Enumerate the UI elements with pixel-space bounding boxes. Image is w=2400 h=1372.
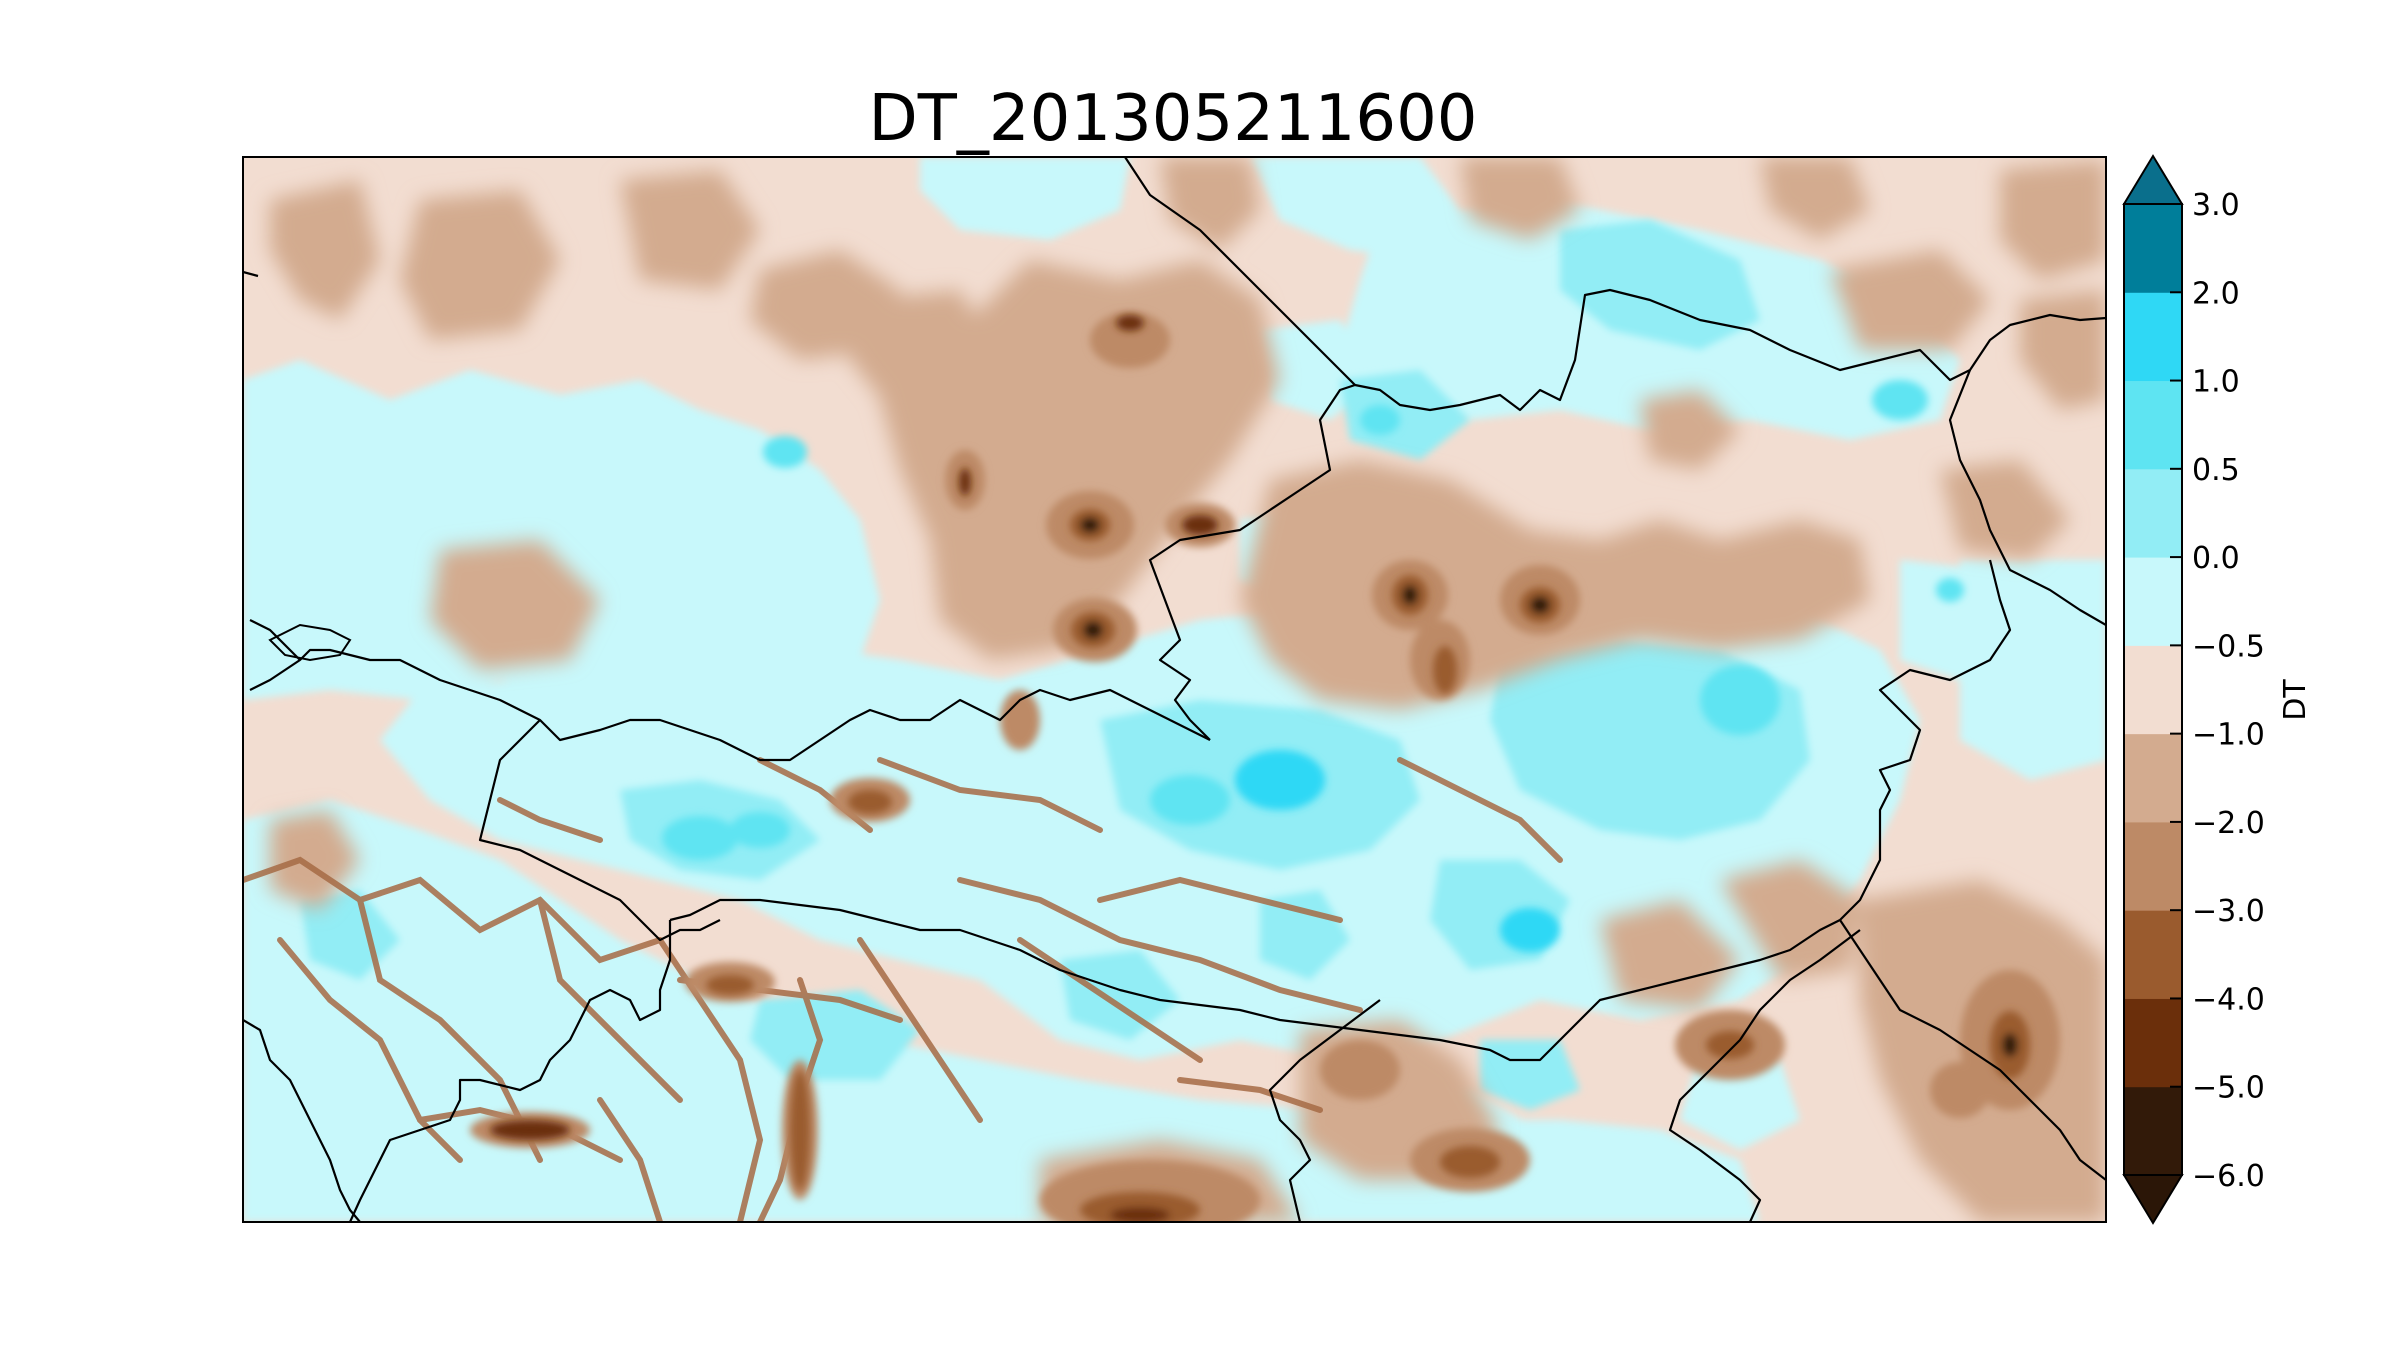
colorbar-tick-label: −5.0 [2192,1071,2265,1106]
colorbar-tick-label: −4.0 [2192,982,2265,1017]
colorbar-segment [2124,821,2182,911]
colorbar: −6.0 −5.0 −4.0 −3.0 −2.0 −1.0 −0.5 0.0 0.5 1.0 2.0… [2122,154,2265,1225]
colorbar-segment [2124,645,2182,735]
colorbar-tick-label: −3.0 [2192,894,2265,929]
alpine-valley-lines [243,757,1563,1222]
colorbar-segment [2124,910,2182,999]
very-strong-negative-spots [490,315,2030,1222]
colorbar-tick-label: 3.0 [2192,188,2240,223]
map-title: DT_201305211600 [869,82,1478,156]
colorbar-tick-label: 2.0 [2192,276,2240,311]
colorbar-extend-min [2122,1174,2184,1225]
colorbar-segment [2124,292,2182,382]
map-frame [242,156,2107,1223]
colorbar-outline [2123,203,2183,1176]
colorbar-tick-label: −2.0 [2192,806,2265,841]
colorbar-label: DT [2278,679,2313,721]
colorbar-segment [2124,468,2182,558]
colorbar-tick-label: −1.0 [2192,718,2265,753]
colorbar-segment [2124,1086,2182,1176]
colorbar-extend-max [2122,154,2184,205]
colorbar-segment [2124,733,2182,823]
warm-anomaly-spots [662,380,1964,952]
colorbar-segment [2124,998,2182,1088]
colorbar-tick-label: 0.5 [2192,453,2240,488]
colorbar-tick-label: 0.0 [2192,541,2240,576]
map-area [243,157,2106,1222]
colorbar-segment [2124,204,2182,293]
country-borders [243,157,2106,1222]
colorbar-segment [2124,380,2182,470]
colorbar-segment [2124,557,2182,646]
colorbar-tick-label: −6.0 [2192,1159,2265,1194]
colorbar-tick-label: −0.5 [2192,629,2265,664]
colorbar-tick-label: 1.0 [2192,365,2240,400]
lake-outline [268,623,352,662]
